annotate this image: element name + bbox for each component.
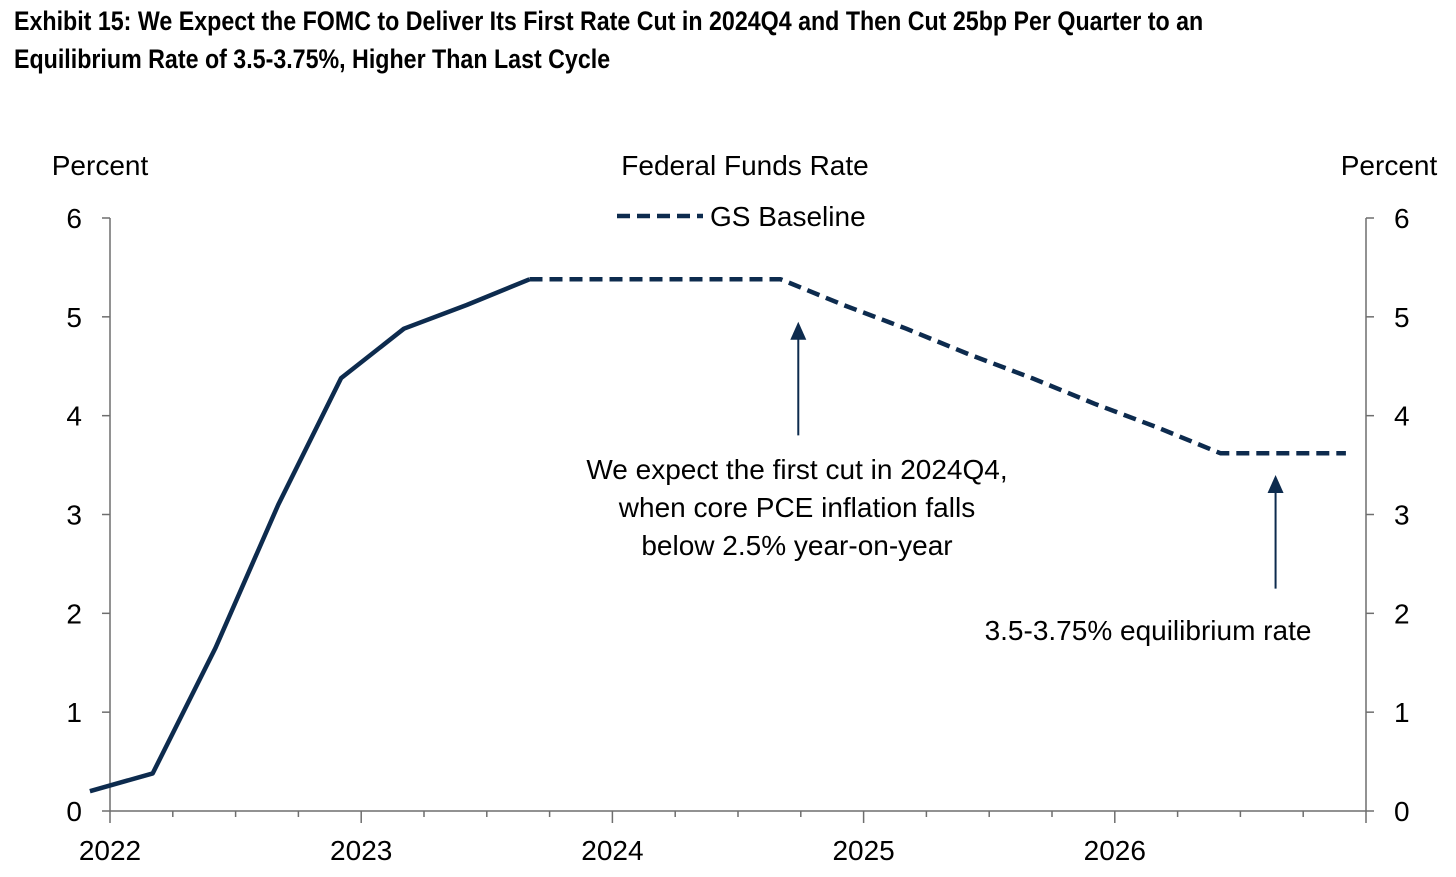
y-axis-label-left: Percent [52, 150, 149, 181]
y-tick-label-left: 3 [66, 500, 82, 531]
x-tick-label: 2023 [330, 835, 392, 866]
annotation-text-first-cut: We expect the first cut in 2024Q4, [586, 454, 1007, 485]
y-tick-label-right: 0 [1394, 796, 1410, 827]
annotation-text-first-cut: when core PCE inflation falls [618, 492, 975, 523]
y-tick-label-left: 6 [66, 203, 82, 234]
series-line-actual [89, 277, 531, 794]
annotations: We expect the first cut in 2024Q4, when c… [586, 321, 1312, 646]
y-tick-label-left: 4 [66, 401, 82, 432]
annotation-text-first-cut: below 2.5% year-on-year [641, 530, 952, 561]
legend: GS Baseline [617, 201, 866, 232]
y-tick-label-left: 5 [66, 302, 82, 333]
y-axis-label-right: Percent [1341, 150, 1438, 181]
x-tick-label: 2022 [79, 835, 141, 866]
exhibit-title-line2: Equilibrium Rate of 3.5-3.75%, Higher Th… [14, 44, 611, 74]
axes: 0 0 1 1 2 2 3 3 4 4 5 5 6 6 2022 2023 2024 2025 2026 [66, 203, 1409, 866]
y-tick-label-right: 4 [1394, 401, 1410, 432]
series-layer [89, 277, 1346, 794]
x-tick-label: 2024 [581, 835, 643, 866]
y-tick-label-right: 3 [1394, 500, 1410, 531]
legend-label-gs-baseline: GS Baseline [710, 201, 866, 232]
y-tick-label-right: 1 [1394, 697, 1410, 728]
y-tick-label-left: 1 [66, 697, 82, 728]
annotation-arrow-head-first-cut [790, 321, 807, 340]
exhibit-title: Exhibit 15: We Expect the FOMC to Delive… [14, 2, 1450, 78]
series-line-gs-baseline [529, 277, 1346, 456]
y-tick-label-right: 6 [1394, 203, 1410, 234]
y-tick-label-right: 2 [1394, 598, 1410, 629]
chart-title: Federal Funds Rate [621, 150, 868, 181]
x-tick-label: 2026 [1084, 835, 1146, 866]
annotation-arrow-head-equilibrium [1267, 474, 1284, 493]
y-tick-label-left: 2 [66, 598, 82, 629]
x-tick-label: 2025 [832, 835, 894, 866]
exhibit-title-line1: Exhibit 15: We Expect the FOMC to Delive… [14, 6, 1204, 36]
y-tick-label-right: 5 [1394, 302, 1410, 333]
y-tick-label-left: 0 [66, 796, 82, 827]
annotation-text-equilibrium: 3.5-3.75% equilibrium rate [985, 615, 1312, 646]
